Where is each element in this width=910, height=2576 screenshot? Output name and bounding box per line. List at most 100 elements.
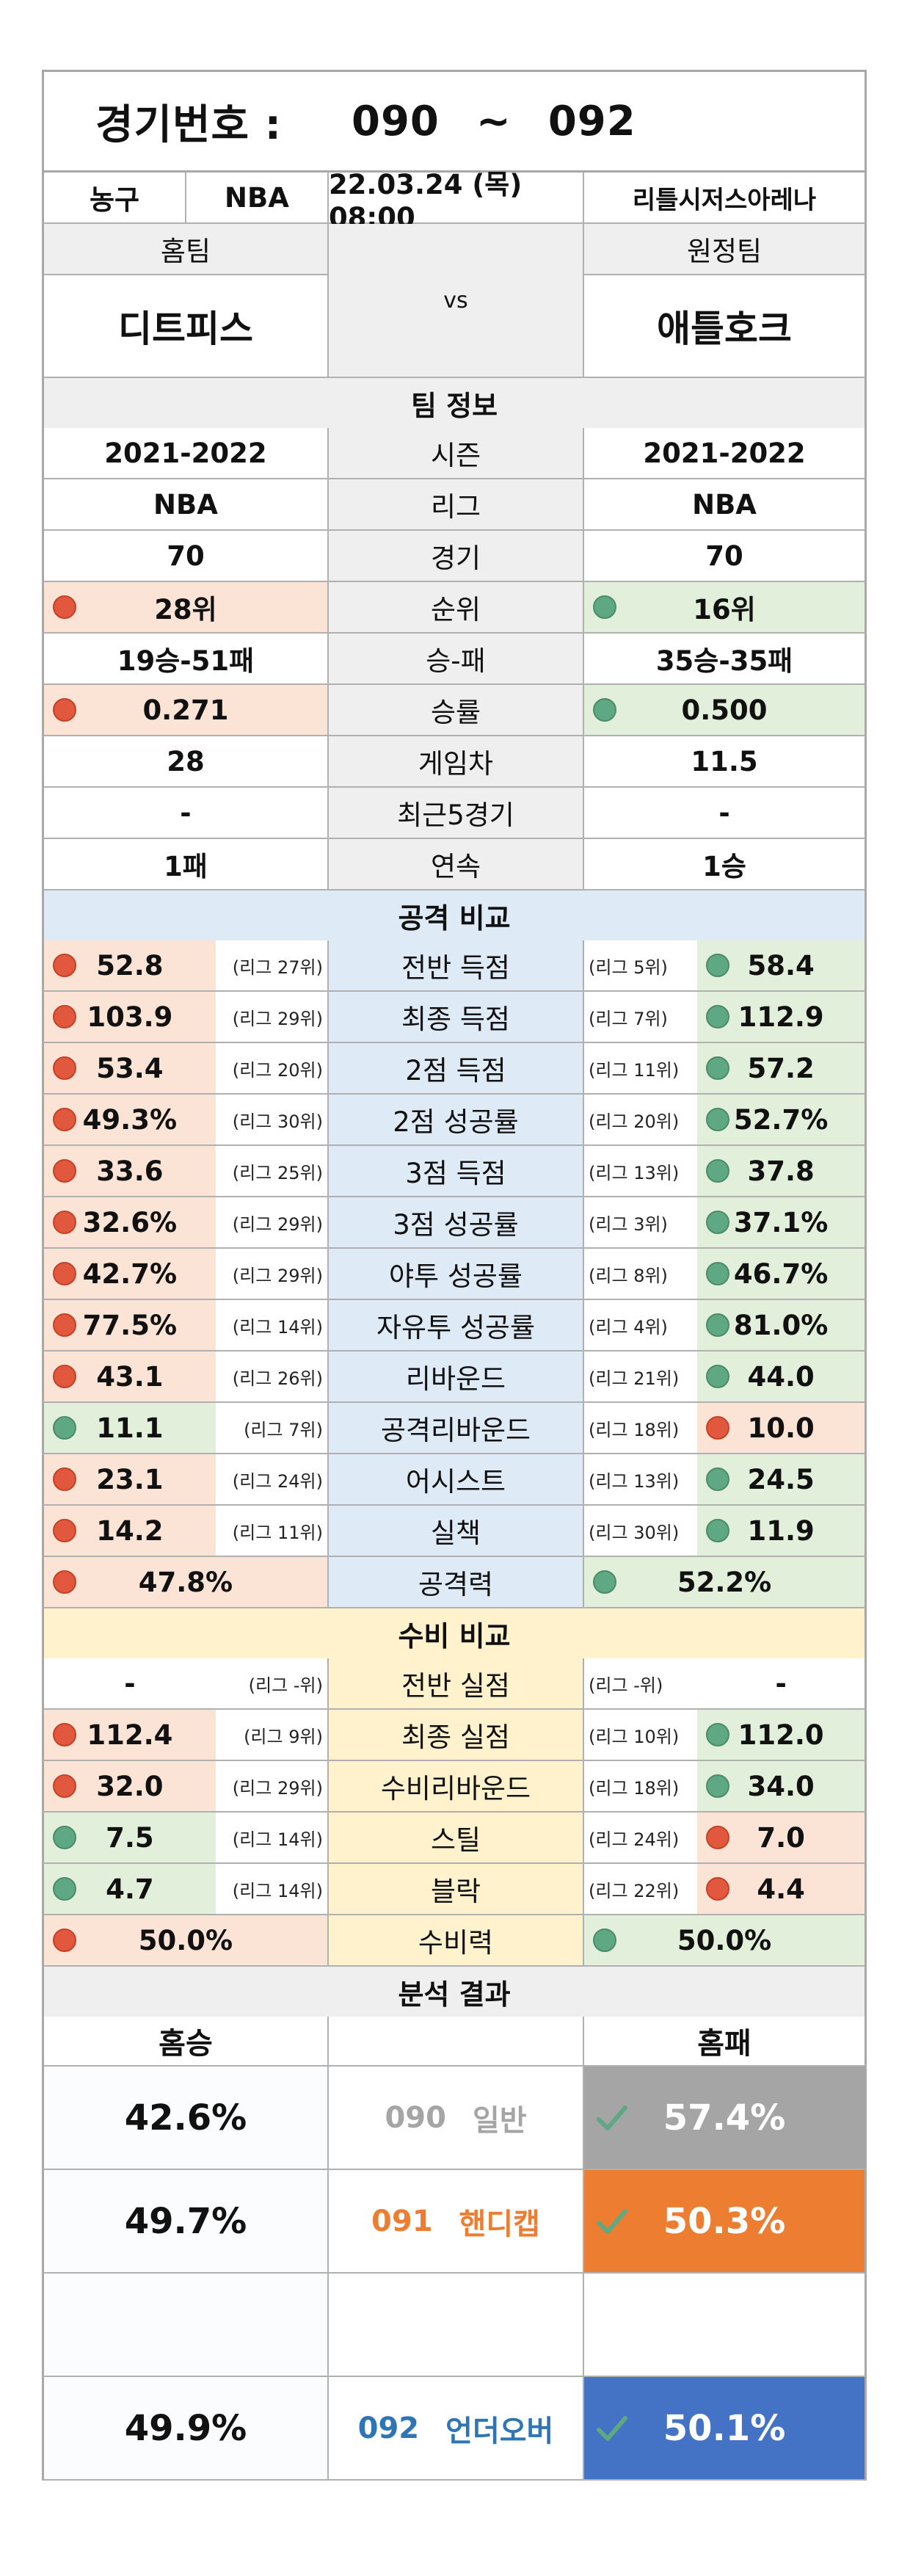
green-dot-icon bbox=[706, 1056, 730, 1080]
away-team-stat-value: 35승-35패 bbox=[655, 645, 793, 677]
home-value: 11.1 bbox=[96, 1412, 164, 1444]
home-power-value: 47.8% bbox=[138, 1566, 233, 1598]
home-value-cell: 43.1 bbox=[44, 1352, 216, 1401]
attack-row: 33.6 (리그 25위) 3점 득점 (리그 13위) 37.8 bbox=[42, 1146, 867, 1197]
match-info-row: 농구 NBA 22.03.24 (목) 08:00 리틀시저스아레나 bbox=[42, 169, 867, 233]
defense-power-row: 50.0% 수비력 50.0% bbox=[42, 1915, 867, 1967]
away-value: 52.7% bbox=[733, 1103, 829, 1136]
home-value: 4.7 bbox=[106, 1873, 154, 1905]
home-value-cell: 53.4 bbox=[44, 1043, 216, 1093]
green-dot-icon bbox=[706, 1365, 730, 1388]
home-loss-value: 50.3% bbox=[663, 2200, 786, 2242]
stat-label: 최종 득점 bbox=[328, 992, 585, 1042]
attack-row: 11.1 (리그 7위) 공격리바운드 (리그 18위) 10.0 bbox=[42, 1403, 867, 1454]
green-dot-icon bbox=[593, 1570, 617, 1594]
match-number-header: 경기번호 : 090 ~ 092 bbox=[42, 70, 867, 173]
green-dot-icon bbox=[706, 1262, 730, 1285]
away-team-column: 원정팀 애틀호크 bbox=[584, 224, 864, 377]
bet-type: 일반 bbox=[472, 2103, 527, 2138]
attack-row: 49.3% (리그 30위) 2점 성공률 (리그 20위) 52.7% bbox=[42, 1095, 867, 1146]
stat-label: 리바운드 bbox=[328, 1352, 585, 1401]
home-win-percent: 49.9% bbox=[44, 2377, 329, 2479]
green-dot-icon bbox=[593, 698, 617, 722]
home-value: - bbox=[124, 1667, 136, 1699]
away-value-cell: 112.0 bbox=[697, 1710, 864, 1760]
stat-label: 3점 성공률 bbox=[328, 1197, 585, 1247]
away-value-cell: 57.2 bbox=[697, 1043, 864, 1093]
away-power-value: 50.0% bbox=[677, 1924, 772, 1956]
defense-row: - (리그 -위) 전반 실점 (리그 -위) - bbox=[42, 1658, 867, 1710]
home-loss-value: 50.1% bbox=[663, 2407, 786, 2449]
red-dot-icon bbox=[53, 1056, 76, 1080]
away-value: 4.4 bbox=[757, 1873, 805, 1905]
home-value-cell: 42.7% bbox=[44, 1249, 216, 1299]
red-dot-icon bbox=[53, 1365, 76, 1388]
green-dot-icon bbox=[706, 1723, 730, 1746]
home-team-stat-value: 1패 bbox=[164, 851, 208, 882]
venue-cell: 리틀시저스아레나 bbox=[632, 185, 817, 215]
away-team-stat: 0.500 bbox=[584, 685, 864, 735]
attack-section: 공격 비교 bbox=[42, 890, 867, 940]
green-dot-icon bbox=[593, 595, 617, 619]
home-value: 103.9 bbox=[87, 1001, 173, 1033]
home-value: 53.4 bbox=[96, 1052, 164, 1084]
red-dot-icon bbox=[53, 954, 76, 977]
home-rank: (리그 14위) bbox=[216, 1813, 329, 1862]
home-power: 47.8% bbox=[44, 1557, 329, 1607]
away-rank: (리그 18위) bbox=[589, 1419, 680, 1440]
away-rank: (리그 5위) bbox=[589, 957, 668, 978]
home-loss-percent: 50.1% bbox=[584, 2377, 864, 2479]
away-value-cell: 112.9 bbox=[697, 992, 864, 1042]
stat-label: 자유투 성공률 bbox=[328, 1300, 585, 1350]
away-rank: (리그 -위) bbox=[589, 1675, 663, 1696]
away-rank: (리그 7위) bbox=[589, 1008, 668, 1029]
red-dot-icon bbox=[53, 595, 76, 619]
match-number-end: 092 bbox=[547, 97, 636, 145]
away-rank: (리그 3위) bbox=[589, 1213, 668, 1235]
attack-row: 77.5% (리그 14위) 자유투 성공률 (리그 4위) 81.0% bbox=[42, 1300, 867, 1352]
home-rank: (리그 -위) bbox=[216, 1658, 329, 1708]
attack-row: 103.9 (리그 29위) 최종 득점 (리그 7위) 112.9 bbox=[42, 992, 867, 1043]
away-team-stat-value: 16위 bbox=[693, 594, 756, 625]
home-value: 52.8 bbox=[96, 949, 164, 982]
analysis-row bbox=[42, 2274, 867, 2377]
attack-title: 공격 비교 bbox=[44, 890, 864, 940]
away-value: 24.5 bbox=[747, 1463, 815, 1495]
team-info-row: 28위 순위 16위 bbox=[42, 582, 867, 634]
stat-label: 순위 bbox=[328, 582, 585, 632]
home-rank: (리그 9위) bbox=[216, 1710, 329, 1760]
home-value-cell: 49.3% bbox=[44, 1095, 216, 1144]
away-value-cell: 52.7% bbox=[697, 1095, 864, 1144]
home-team-stat: 28위 bbox=[44, 582, 329, 632]
away-team-stat: 1승 bbox=[584, 839, 864, 889]
green-dot-icon bbox=[706, 1467, 730, 1491]
stat-label: 리그 bbox=[328, 479, 585, 529]
home-value-cell: 7.5 bbox=[44, 1813, 216, 1862]
away-value: 37.8 bbox=[747, 1155, 815, 1187]
red-dot-icon bbox=[53, 1570, 76, 1594]
away-team-stat: 11.5 bbox=[584, 736, 864, 786]
home-value: 7.5 bbox=[106, 1821, 154, 1854]
home-team-stat: 1패 bbox=[44, 839, 329, 889]
teams-block: 홈팀 디트피스 vs 원정팀 애틀호크 bbox=[42, 224, 867, 378]
green-dot-icon bbox=[706, 1108, 730, 1131]
match-number-start: 090 bbox=[351, 97, 440, 145]
home-power-value: 50.0% bbox=[138, 1924, 233, 1956]
team-info-row: 19승-51패 승-패 35승-35패 bbox=[42, 634, 867, 685]
away-value: 10.0 bbox=[747, 1412, 815, 1444]
green-dot-icon bbox=[706, 1313, 730, 1337]
away-power-value: 52.2% bbox=[677, 1566, 772, 1598]
away-value-cell: - bbox=[697, 1658, 864, 1708]
away-value-cell: 44.0 bbox=[697, 1352, 864, 1401]
home-team-stat: 70 bbox=[44, 531, 329, 581]
red-dot-icon bbox=[53, 1005, 76, 1028]
away-team-stat-value: NBA bbox=[692, 488, 757, 520]
red-dot-icon bbox=[53, 1211, 76, 1234]
home-team-stat: NBA bbox=[44, 479, 329, 529]
home-team-stat-value: 2021-2022 bbox=[104, 437, 267, 469]
away-rank: (리그 4위) bbox=[589, 1316, 668, 1338]
away-rank: (리그 24위) bbox=[589, 1829, 680, 1850]
red-dot-icon bbox=[53, 1929, 76, 1952]
stat-label: 승-패 bbox=[328, 634, 585, 683]
home-rank: (리그 29위) bbox=[216, 1197, 329, 1247]
